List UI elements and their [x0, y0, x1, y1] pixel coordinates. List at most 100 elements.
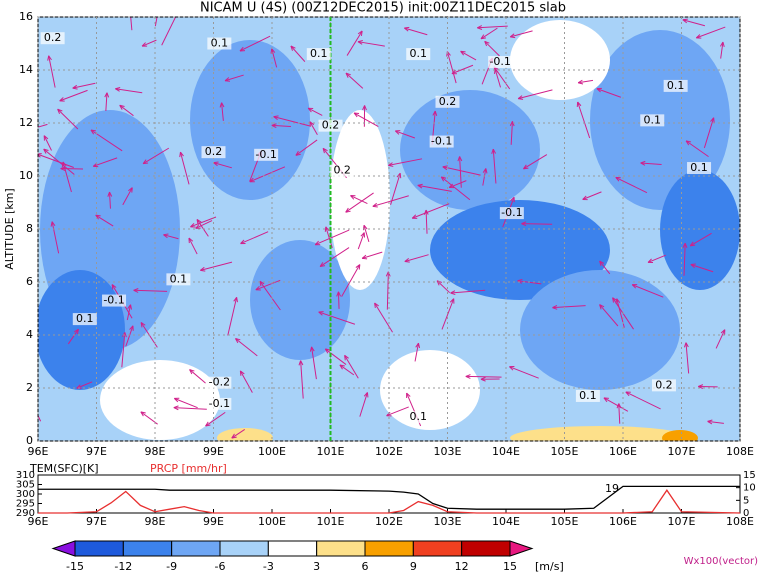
- contour-label-bg: [306, 48, 331, 61]
- wind-vector: [240, 231, 269, 245]
- wind-vector: [510, 121, 513, 145]
- wind-vector-head: [577, 79, 584, 85]
- wind-vector-head: [360, 232, 366, 238]
- wind-vector: [441, 298, 455, 330]
- contour-label-bg: [102, 294, 127, 307]
- wind-vector: [325, 348, 347, 365]
- vector-label: Wx100(vector): [684, 556, 759, 567]
- y-tick-label: 2: [26, 381, 33, 394]
- contour-label: 0.1: [76, 312, 94, 325]
- wind-vector-head: [140, 322, 146, 328]
- wind-vector-head: [710, 117, 715, 123]
- wind-vector-head: [423, 209, 429, 215]
- legend-label: PRCP [mm/hr]: [150, 462, 227, 475]
- wind-vector: [154, 17, 158, 27]
- wind-vector: [196, 219, 209, 237]
- wind-vector-head: [270, 48, 276, 54]
- x-tick-label: 100E: [258, 515, 286, 528]
- wind-vector: [603, 397, 629, 412]
- wind-vector: [133, 289, 168, 292]
- wind-vector: [235, 338, 258, 357]
- wind-vector-head: [249, 177, 255, 183]
- wind-vector-head: [57, 108, 63, 114]
- wind-vector-head: [682, 242, 688, 248]
- colorbar-label: 3: [313, 560, 320, 573]
- wind-vector-head: [603, 397, 609, 403]
- y2-tick-label: 5: [743, 495, 749, 506]
- contour-label-bg: [499, 207, 524, 220]
- wind-vector: [640, 162, 662, 166]
- x-tick-label: 96E: [28, 515, 49, 528]
- colorbar-label: -12: [114, 560, 132, 573]
- wind-vector: [689, 232, 712, 247]
- y-tick-label: 4: [26, 328, 33, 341]
- wind-vector-head: [353, 112, 360, 118]
- x-tick-label: 102E: [375, 445, 403, 458]
- y2-tick-label: 0: [743, 508, 749, 519]
- wind-vector-head: [404, 257, 410, 263]
- wind-vector-head: [685, 140, 692, 146]
- wind-vector-head: [173, 405, 179, 411]
- wind-vector-head: [396, 172, 402, 179]
- x-tick-label: 97E: [86, 515, 107, 528]
- wind-vector-head: [309, 121, 315, 127]
- wind-vector: [122, 187, 133, 206]
- wind-vector: [188, 237, 198, 255]
- wind-vector-head: [224, 77, 231, 82]
- colorbar-label: -3: [263, 560, 274, 573]
- wind-vector: [125, 325, 134, 347]
- wind-vector: [484, 40, 500, 57]
- wind-vector: [59, 89, 88, 102]
- contour-label: 0.1: [579, 389, 597, 402]
- colorbar-label: -9: [166, 560, 177, 573]
- wind-vector-head: [32, 402, 36, 407]
- annotation: 19: [605, 482, 619, 495]
- wind-vector: [477, 25, 508, 29]
- wind-vector: [372, 195, 409, 207]
- colorbar-units: [m/s]: [535, 560, 564, 573]
- wind-vector: [163, 234, 179, 240]
- x-tick-label: 100E: [258, 445, 286, 458]
- wind-vector: [224, 74, 244, 82]
- wind-vector: [386, 271, 389, 310]
- wind-vector: [442, 166, 481, 176]
- contour-label: -0.1: [501, 206, 522, 219]
- wind-vector-head: [195, 224, 201, 229]
- wind-vector-head: [582, 195, 588, 201]
- wind-vector-head: [59, 97, 65, 102]
- wind-vector: [685, 342, 690, 374]
- wind-vector: [599, 304, 619, 327]
- wind-vector-head: [319, 262, 326, 268]
- wind-vector-head: [509, 33, 516, 39]
- contour-label: 0.1: [410, 410, 428, 423]
- wind-vector: [412, 203, 450, 219]
- colorbar-low: [51, 540, 76, 557]
- wind-vector: [221, 102, 224, 121]
- wind-vector-head: [175, 10, 179, 15]
- contour-label: 0.2: [333, 164, 351, 177]
- contour-label: -0.1: [489, 55, 510, 68]
- contour-label: 0.2: [655, 378, 673, 391]
- wind-vector: [311, 346, 317, 380]
- wind-vector: [386, 406, 409, 417]
- wind-vector-head: [173, 397, 180, 403]
- wind-vector: [510, 30, 533, 38]
- series-line: [38, 489, 741, 514]
- wind-vector-head: [599, 260, 605, 266]
- wind-vector: [683, 243, 686, 276]
- wind-vector: [93, 157, 118, 167]
- wind-vector-head: [388, 162, 394, 167]
- wind-vector-head: [415, 342, 421, 349]
- wind-vector-head: [72, 84, 78, 90]
- colorbar-label: 6: [362, 560, 369, 573]
- wind-vector: [696, 26, 726, 39]
- wind-vector-head: [451, 69, 457, 75]
- wind-vector: [552, 305, 586, 309]
- wind-vector: [450, 289, 486, 294]
- colorbar-box: [267, 540, 318, 557]
- x-tick-label: 97E: [86, 445, 107, 458]
- wind-vector-head: [449, 298, 455, 304]
- wind-vector: [337, 291, 340, 309]
- y2-tick-label: 15: [743, 470, 756, 481]
- wind-vector-head: [95, 214, 101, 220]
